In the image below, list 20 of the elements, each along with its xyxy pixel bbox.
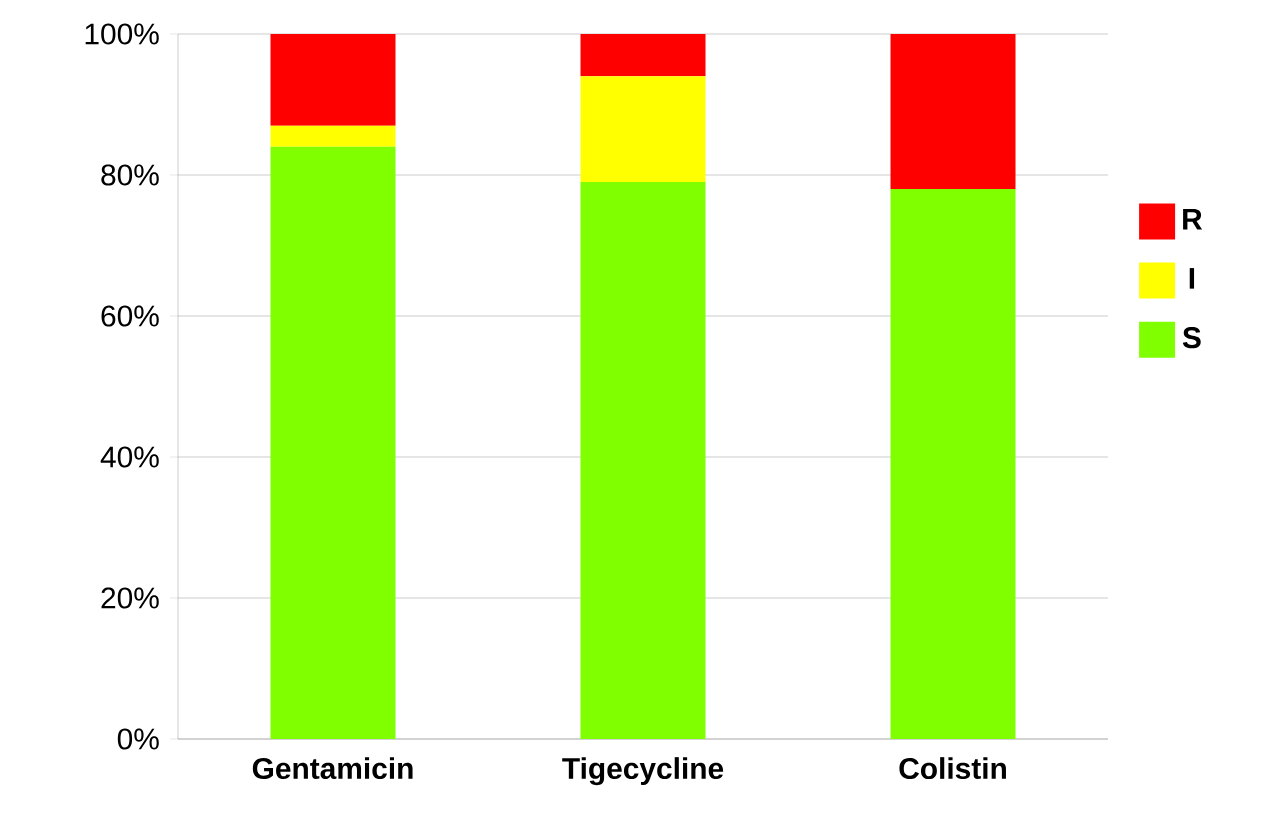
x-tick-label: Tigecycline: [562, 757, 724, 786]
legend-label: R: [1183, 209, 1203, 230]
y-tick-label: 100%: [85, 23, 159, 45]
y-tick-label: 80%: [101, 164, 159, 186]
legend-label: S: [1182, 327, 1201, 349]
y-tick-label: 60%: [101, 305, 159, 327]
bar: [270, 125, 396, 147]
bar: [890, 33, 1016, 190]
y-tick-label: 0%: [117, 728, 159, 750]
bar: [580, 76, 706, 183]
x-tick-label: Gentamicin: [252, 757, 413, 780]
bar: [270, 33, 396, 126]
y-tick-label: 40%: [100, 446, 159, 468]
x-tick-label: Colistin: [899, 757, 1006, 780]
bar: [270, 146, 396, 739]
y-tick-label: 20%: [101, 587, 159, 609]
bar: [890, 189, 1016, 739]
legend-label: I: [1189, 268, 1195, 289]
bar: [580, 33, 706, 77]
bar: [580, 182, 706, 739]
